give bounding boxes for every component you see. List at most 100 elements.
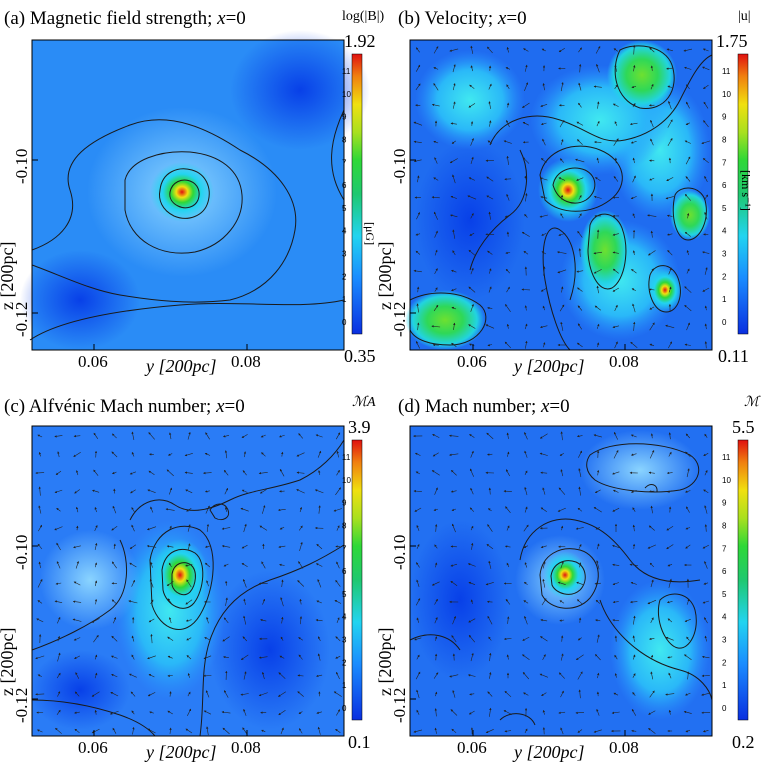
velocity-arrow (169, 691, 172, 697)
velocity-arrow (559, 453, 564, 456)
velocity-arrow (648, 288, 655, 291)
colorbar-tick-label: 0 (722, 704, 727, 713)
velocity-arrow (524, 506, 528, 513)
velocity-arrow (203, 710, 212, 715)
velocity-arrow (452, 229, 456, 239)
velocity-arrow (416, 524, 420, 531)
velocity-arrow (506, 155, 509, 165)
panel-a-heatmap (20, 30, 370, 350)
velocity-arrow (560, 213, 564, 219)
velocity-arrow (111, 561, 117, 569)
velocity-arrow (614, 673, 618, 678)
velocity-arrow (335, 728, 341, 733)
contour-line (519, 518, 701, 583)
velocity-arrow (560, 561, 564, 569)
velocity-arrow (702, 544, 710, 549)
velocity-arrow (540, 104, 548, 107)
velocity-arrow (333, 691, 342, 697)
velocity-arrow (56, 709, 61, 715)
panel-mach-number: (d) Mach number; x=0 0. (375, 395, 761, 762)
contour-line (169, 179, 200, 209)
velocity-arrow (613, 449, 619, 459)
velocity-arrow (296, 471, 305, 474)
velocity-arrow (38, 451, 42, 457)
velocity-arrow (434, 487, 438, 495)
velocity-arrow (450, 563, 458, 567)
colorbar-tick-label: 0 (342, 318, 347, 327)
velocity-arrow (701, 692, 711, 696)
contour-line (124, 151, 243, 254)
velocity-arrow (449, 48, 459, 52)
velocity-arrow (37, 434, 43, 438)
velocity-arrow (451, 306, 457, 310)
velocity-arrow (578, 468, 582, 478)
velocity-arrow (242, 470, 247, 476)
velocity-arrow (37, 543, 43, 550)
velocity-arrow (433, 508, 438, 511)
velocity-arrow (614, 654, 618, 660)
velocity-arrow (278, 672, 286, 679)
velocity-arrow (702, 251, 710, 254)
velocity-arrow (261, 452, 266, 457)
velocity-arrow (578, 194, 582, 200)
velocity-arrow (277, 691, 286, 697)
velocity-arrow (540, 471, 548, 474)
velocity-arrow (75, 470, 79, 476)
velocity-arrow (243, 523, 247, 533)
colorbar-tick-label: 3 (722, 250, 727, 259)
velocity-arrow (631, 729, 637, 733)
plot-frame (31, 39, 345, 351)
velocity-arrow (335, 655, 341, 659)
velocity-arrow (38, 486, 41, 496)
velocity-arrow (576, 270, 584, 273)
colorbar-tick-label: 4 (342, 613, 347, 622)
velocity-arrow (560, 727, 564, 735)
colorbar-tick-label: 8 (722, 135, 727, 144)
velocity-arrow (613, 48, 619, 52)
velocity-arrow (242, 636, 248, 642)
colorbar-max: 1.75 (716, 31, 748, 51)
velocity-arrow (539, 214, 548, 218)
velocity-arrow (449, 158, 458, 164)
velocity-arrow (280, 597, 284, 607)
velocity-arrow (147, 692, 156, 697)
velocity-arrow (187, 708, 191, 717)
velocity-arrow (704, 524, 708, 532)
velocity-arrow (38, 505, 42, 514)
velocity-arrow (470, 599, 474, 604)
velocity-arrow (317, 579, 322, 588)
velocity-arrow (452, 690, 456, 698)
velocity-arrow (649, 343, 655, 347)
velocity-arrow (576, 434, 583, 438)
velocity-arrow (488, 560, 492, 569)
velocity-arrow (577, 323, 583, 330)
velocity-arrow (91, 618, 100, 623)
velocity-arrow (524, 82, 529, 92)
velocity-arrow (168, 432, 172, 440)
velocity-arrow (434, 249, 438, 256)
velocity-arrow (540, 122, 547, 126)
velocity-arrow (522, 636, 530, 641)
velocity-arrow (560, 139, 564, 145)
velocity-arrow (577, 305, 583, 311)
velocity-arrow (596, 342, 600, 348)
heatmap-dark-region (20, 250, 140, 350)
y-tick-label: -0.12 (12, 302, 31, 337)
velocity-arrow (224, 450, 228, 459)
velocity-arrow (668, 578, 672, 588)
velocity-arrow (432, 452, 439, 457)
velocity-arrow (91, 691, 100, 697)
velocity-arrow (450, 580, 458, 586)
velocity-arrow (413, 489, 422, 493)
velocity-arrow (187, 673, 191, 678)
velocity-arrow (260, 618, 267, 622)
velocity-arrow (524, 728, 528, 734)
velocity-arrow (576, 177, 584, 181)
velocity-arrow (434, 230, 438, 238)
velocity-arrow (417, 175, 420, 183)
velocity-arrow (240, 693, 249, 696)
velocity-arrow (686, 101, 690, 109)
velocity-arrow (578, 486, 581, 496)
velocity-arrow (128, 600, 138, 604)
velocity-arrow (631, 288, 636, 292)
